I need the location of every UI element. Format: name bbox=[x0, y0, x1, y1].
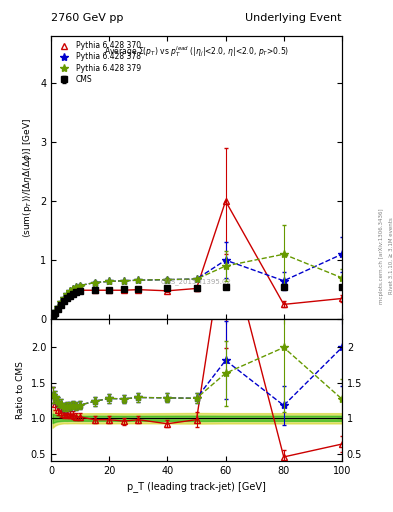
Pythia 6.428 370 bbox=[340, 295, 344, 302]
Pythia 6.428 378 bbox=[121, 278, 126, 284]
Pythia 6.428 379 bbox=[73, 284, 78, 290]
X-axis label: p_T (leading track-jet) [GeV]: p_T (leading track-jet) [GeV] bbox=[127, 481, 266, 492]
Pythia 6.428 370 bbox=[50, 314, 55, 320]
Pythia 6.428 370 bbox=[78, 287, 83, 293]
Pythia 6.428 378 bbox=[53, 308, 58, 314]
Pythia 6.428 379 bbox=[223, 263, 228, 269]
Pythia 6.428 370 bbox=[136, 287, 141, 293]
Text: mcplots.cern.ch [arXiv:1306.3436]: mcplots.cern.ch [arXiv:1306.3436] bbox=[379, 208, 384, 304]
Legend: Pythia 6.428 370, Pythia 6.428 378, Pythia 6.428 379, CMS: Pythia 6.428 370, Pythia 6.428 378, Pyth… bbox=[53, 38, 144, 87]
Text: 2760 GeV pp: 2760 GeV pp bbox=[51, 13, 123, 23]
Pythia 6.428 370 bbox=[62, 296, 66, 303]
Pythia 6.428 379 bbox=[56, 304, 61, 310]
Pythia 6.428 378 bbox=[78, 283, 83, 289]
Pythia 6.428 370 bbox=[223, 198, 228, 204]
Pythia 6.428 378 bbox=[62, 295, 66, 301]
Pythia 6.428 370 bbox=[281, 302, 286, 308]
Pythia 6.428 370 bbox=[71, 289, 75, 295]
Pythia 6.428 370 bbox=[92, 287, 97, 293]
Pythia 6.428 379 bbox=[92, 280, 97, 286]
Pythia 6.428 378 bbox=[281, 278, 286, 284]
Pythia 6.428 379 bbox=[59, 299, 64, 305]
Line: Pythia 6.428 379: Pythia 6.428 379 bbox=[48, 250, 346, 321]
Y-axis label: Ratio to CMS: Ratio to CMS bbox=[16, 361, 25, 419]
Pythia 6.428 370 bbox=[68, 291, 72, 297]
Pythia 6.428 379 bbox=[136, 277, 141, 283]
Pythia 6.428 379 bbox=[78, 283, 83, 289]
Pythia 6.428 378 bbox=[92, 280, 97, 286]
Pythia 6.428 378 bbox=[165, 276, 170, 283]
Pythia 6.428 379 bbox=[165, 276, 170, 283]
Pythia 6.428 370 bbox=[56, 305, 61, 311]
Pythia 6.428 379 bbox=[53, 308, 58, 314]
Text: CMS_2015_I1395.02: CMS_2015_I1395.02 bbox=[161, 279, 232, 285]
Pythia 6.428 370 bbox=[59, 301, 64, 307]
Pythia 6.428 378 bbox=[194, 276, 199, 282]
Y-axis label: $\langle$sum(p$_T$)$\rangle$/[$\Delta\eta\Delta(\Delta\phi)$] [GeV]: $\langle$sum(p$_T$)$\rangle$/[$\Delta\et… bbox=[22, 117, 35, 238]
Pythia 6.428 378 bbox=[59, 299, 64, 305]
Pythia 6.428 370 bbox=[165, 288, 170, 294]
Line: Pythia 6.428 378: Pythia 6.428 378 bbox=[48, 250, 346, 321]
Pythia 6.428 379 bbox=[71, 286, 75, 292]
Pythia 6.428 378 bbox=[65, 291, 70, 297]
Pythia 6.428 378 bbox=[223, 257, 228, 263]
Pythia 6.428 370 bbox=[53, 309, 58, 315]
Pythia 6.428 370 bbox=[194, 285, 199, 291]
Text: Average $\Sigma(p_T)$ vs $p_T^{lead}$ ($|\eta_j|$<2.0, $\eta|$<2.0, $p_T$>0.5): Average $\Sigma(p_T)$ vs $p_T^{lead}$ ($… bbox=[104, 45, 289, 59]
Pythia 6.428 379 bbox=[121, 278, 126, 284]
Pythia 6.428 378 bbox=[71, 286, 75, 292]
Pythia 6.428 370 bbox=[65, 294, 70, 300]
Pythia 6.428 370 bbox=[73, 288, 78, 294]
Pythia 6.428 379 bbox=[65, 291, 70, 297]
Pythia 6.428 378 bbox=[340, 251, 344, 258]
Pythia 6.428 378 bbox=[56, 304, 61, 310]
Pythia 6.428 378 bbox=[136, 277, 141, 283]
Pythia 6.428 379 bbox=[340, 275, 344, 281]
Pythia 6.428 379 bbox=[194, 276, 199, 282]
Pythia 6.428 378 bbox=[107, 279, 112, 285]
Pythia 6.428 379 bbox=[281, 251, 286, 258]
Text: Underlying Event: Underlying Event bbox=[245, 13, 342, 23]
Pythia 6.428 378 bbox=[68, 288, 72, 294]
Pythia 6.428 370 bbox=[121, 287, 126, 293]
Pythia 6.428 379 bbox=[50, 314, 55, 320]
Pythia 6.428 370 bbox=[107, 287, 112, 293]
Pythia 6.428 378 bbox=[50, 314, 55, 320]
Pythia 6.428 379 bbox=[68, 288, 72, 294]
Pythia 6.428 378 bbox=[73, 284, 78, 290]
Pythia 6.428 379 bbox=[62, 295, 66, 301]
Text: Rivet 3.1.10, ≥ 3.1M events: Rivet 3.1.10, ≥ 3.1M events bbox=[389, 218, 393, 294]
Line: Pythia 6.428 370: Pythia 6.428 370 bbox=[49, 198, 345, 321]
Pythia 6.428 379 bbox=[107, 279, 112, 285]
